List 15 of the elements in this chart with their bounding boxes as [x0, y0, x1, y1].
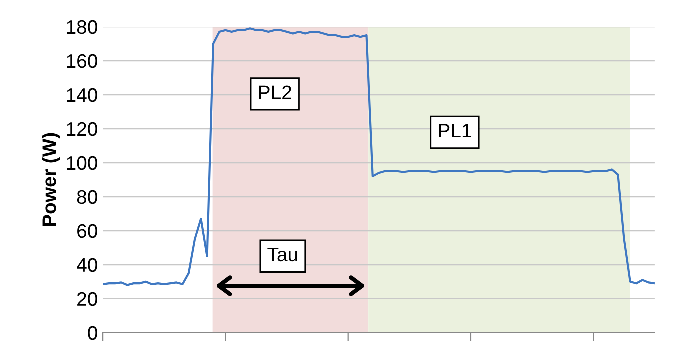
y-tick-label: 160 [67, 54, 98, 68]
annotation: PL1 [439, 124, 472, 138]
y-tick-label: 40 [77, 258, 98, 272]
y-tick-label: 20 [78, 292, 98, 306]
y-tick-label: 100 [67, 156, 98, 170]
y-tick-label: 140 [67, 88, 98, 102]
line-series [103, 28, 655, 286]
y-tick-label: 80 [77, 190, 98, 204]
y-tick-label: 180 [67, 20, 98, 34]
annotation: PL2 [259, 86, 292, 100]
y-tick-label: 120 [67, 122, 98, 136]
y-axis-title: Power (W) [42, 133, 60, 226]
y-tick-label: 60 [78, 224, 98, 238]
y-tick-label: 0 [88, 326, 98, 340]
annotation: Tau [268, 248, 298, 262]
